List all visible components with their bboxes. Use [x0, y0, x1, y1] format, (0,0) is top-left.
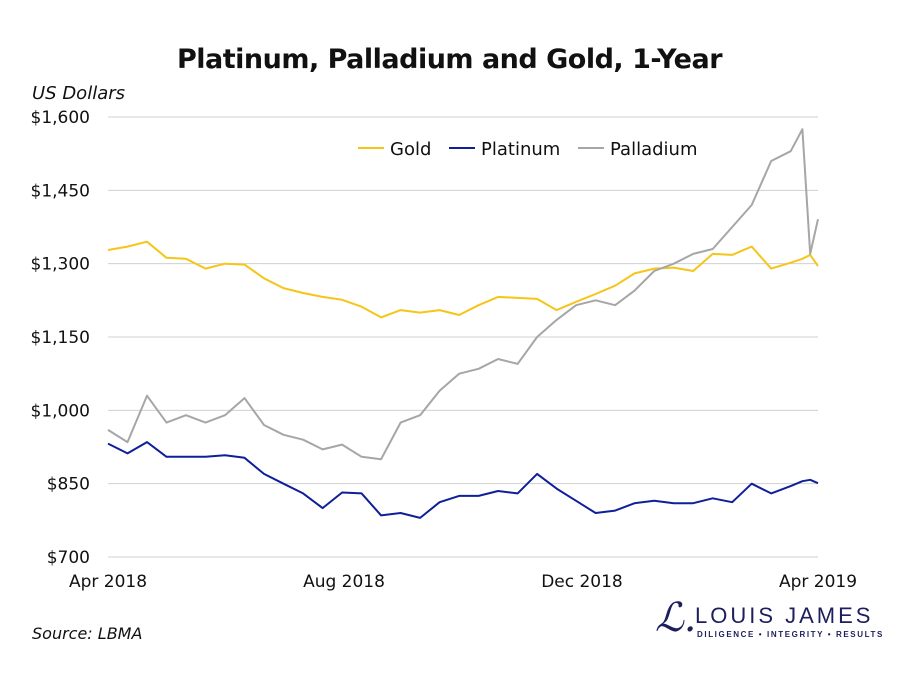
chart-title: Platinum, Palladium and Gold, 1-Year [176, 44, 723, 75]
y-tick-label: $1,000 [31, 401, 90, 421]
legend-label-gold: Gold [390, 139, 431, 160]
series-line-platinum [107, 441, 819, 519]
y-tick-label: $850 [47, 475, 90, 495]
series-line-gold [107, 240, 819, 319]
series-line-palladium [107, 128, 819, 461]
x-tick-label: Apr 2019 [779, 572, 857, 592]
y-tick-label: $700 [47, 548, 90, 568]
source-note: Source: LBMA [32, 624, 143, 643]
logo-name: LOUIS JAMES [695, 603, 874, 628]
y-tick-label: $1,300 [31, 255, 90, 275]
legend-label-palladium: Palladium [610, 139, 697, 160]
y-tick-label: $1,150 [31, 328, 90, 348]
y-axis-label: US Dollars [32, 83, 126, 104]
x-tick-label: Apr 2018 [69, 572, 147, 592]
x-tick-label: Aug 2018 [303, 572, 385, 592]
y-tick-label: $1,600 [31, 108, 90, 128]
logo-mark: ℒ. [655, 595, 697, 641]
y-tick-label: $1,450 [31, 181, 90, 201]
x-tick-label: Dec 2018 [541, 572, 623, 592]
logo-tagline: DILIGENCE • INTEGRITY • RESULTS [697, 630, 884, 639]
legend-label-platinum: Platinum [481, 139, 560, 160]
